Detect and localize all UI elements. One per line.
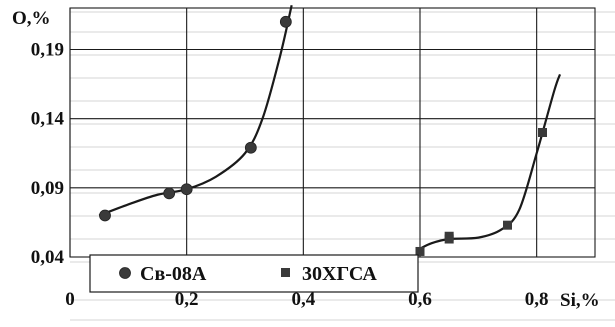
y-axis-title: O,% [12, 8, 51, 29]
point-series-2-4 [538, 128, 547, 137]
point-series-1-3 [244, 141, 257, 154]
x-axis-title: Si,% [560, 290, 600, 311]
x-tick-labels: 0 0,2 0,4 0,6 0,8 [65, 289, 548, 310]
point-series-1-4 [279, 15, 292, 28]
x-tick-label-4: 0,8 [525, 289, 549, 310]
y-tick-label-0: 0,04 [31, 247, 65, 268]
y-tick-labels: 0,04 0,09 0,14 0,19 [31, 40, 65, 269]
data-points [99, 15, 547, 256]
legend-label-series-2: 30ХГСА [302, 263, 377, 285]
gridlines [69, 7, 596, 258]
legend-marker-square [281, 268, 290, 277]
legend-marker-circle [119, 267, 131, 279]
point-series-2-2 [444, 231, 454, 241]
legend: Св-08А 30ХГСА [89, 254, 419, 293]
legend-box [89, 254, 419, 293]
curve-series-1 [98, 4, 293, 217]
fitted-curves [98, 4, 562, 250]
point-series-1-1 [163, 187, 176, 200]
x-tick-label-3: 0,6 [408, 289, 432, 310]
y-tick-label-2: 0,14 [31, 109, 65, 130]
x-tick-label-2: 0,4 [291, 289, 315, 310]
point-series-2-3 [503, 220, 512, 230]
x-tick-label-0: 0 [65, 289, 75, 310]
curve-series-2 [419, 74, 562, 250]
point-series-1-0 [99, 209, 111, 222]
plot-frame [69, 7, 596, 258]
y-tick-label-1: 0,09 [31, 178, 64, 199]
y-tick-label-3: 0,19 [31, 40, 64, 61]
point-series-2-0 [415, 246, 425, 256]
x-tick-label-1: 0,2 [175, 289, 199, 310]
point-series-1-2 [180, 183, 193, 196]
legend-label-series-1: Св-08А [140, 263, 207, 285]
